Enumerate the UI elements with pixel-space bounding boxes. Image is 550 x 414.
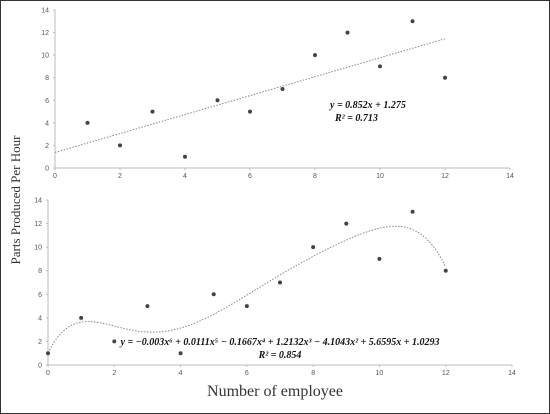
- y-tick-label: 14: [34, 198, 42, 205]
- point: [313, 53, 317, 58]
- point: [311, 245, 316, 250]
- y-tick-label: 12: [41, 30, 49, 37]
- x-tick-label: 4: [179, 370, 183, 377]
- point: [443, 75, 447, 80]
- y-tick-label: 10: [34, 245, 42, 252]
- point: [150, 109, 155, 114]
- y-tick-label: 6: [45, 98, 49, 105]
- x-tick-label: 0: [46, 370, 50, 377]
- x-tick-label: 2: [112, 370, 116, 377]
- y-tick-label: 4: [45, 120, 49, 127]
- equation: y = 0.852x + 1.275: [329, 100, 406, 111]
- y-tick-label: 0: [45, 166, 49, 173]
- point: [211, 292, 216, 297]
- point: [248, 109, 252, 114]
- point: [112, 339, 117, 344]
- x-tick-label: 6: [245, 370, 249, 377]
- y-tick-label: 2: [45, 143, 49, 150]
- point: [178, 351, 183, 356]
- x-tick-label: 8: [313, 173, 317, 180]
- trendline: [47, 225, 447, 354]
- y-tick-label: 8: [45, 75, 49, 82]
- y-tick-label: 8: [38, 268, 42, 275]
- r-squared: R² = 0.854: [258, 350, 302, 361]
- y-tick-label: 6: [38, 292, 42, 299]
- point: [183, 154, 187, 159]
- x-tick-label: 14: [506, 173, 514, 180]
- y-axis-label: Parts Produced Per Hour: [8, 135, 23, 265]
- point: [280, 87, 285, 91]
- point: [378, 64, 382, 69]
- r-squared: R² = 0.713: [334, 113, 378, 124]
- point: [345, 30, 350, 35]
- point: [46, 351, 50, 356]
- point: [79, 315, 84, 320]
- x-tick-label: 10: [376, 173, 384, 180]
- point: [410, 209, 415, 214]
- equation: y = −0.003x⁶ + 0.0111x⁵ − 0.1667x⁴ + 1.2…: [120, 337, 440, 348]
- x-tick-label: 12: [441, 173, 449, 180]
- point: [278, 280, 282, 285]
- y-tick-label: 0: [38, 363, 42, 370]
- point: [244, 304, 249, 309]
- point: [344, 221, 349, 226]
- point: [145, 304, 150, 309]
- trendline: [54, 38, 446, 153]
- point: [410, 19, 415, 24]
- x-axis-label: Number of employee: [207, 383, 343, 400]
- x-tick-label: 4: [183, 173, 187, 180]
- point: [118, 143, 122, 148]
- x-tick-label: 8: [311, 370, 315, 377]
- y-tick-label: 12: [34, 221, 42, 228]
- x-tick-label: 14: [508, 370, 516, 377]
- x-tick-label: 10: [376, 370, 384, 377]
- y-tick-label: 4: [38, 315, 42, 322]
- x-tick-label: 12: [442, 370, 450, 377]
- y-tick-label: 2: [38, 339, 42, 346]
- x-tick-label: 6: [248, 173, 252, 180]
- x-tick-label: 0: [53, 173, 57, 180]
- point: [215, 98, 220, 103]
- x-tick-label: 2: [118, 173, 122, 180]
- y-tick-label: 10: [41, 53, 49, 60]
- point: [377, 256, 382, 261]
- point: [443, 268, 448, 273]
- point: [85, 120, 90, 125]
- y-tick-label: 14: [41, 8, 49, 15]
